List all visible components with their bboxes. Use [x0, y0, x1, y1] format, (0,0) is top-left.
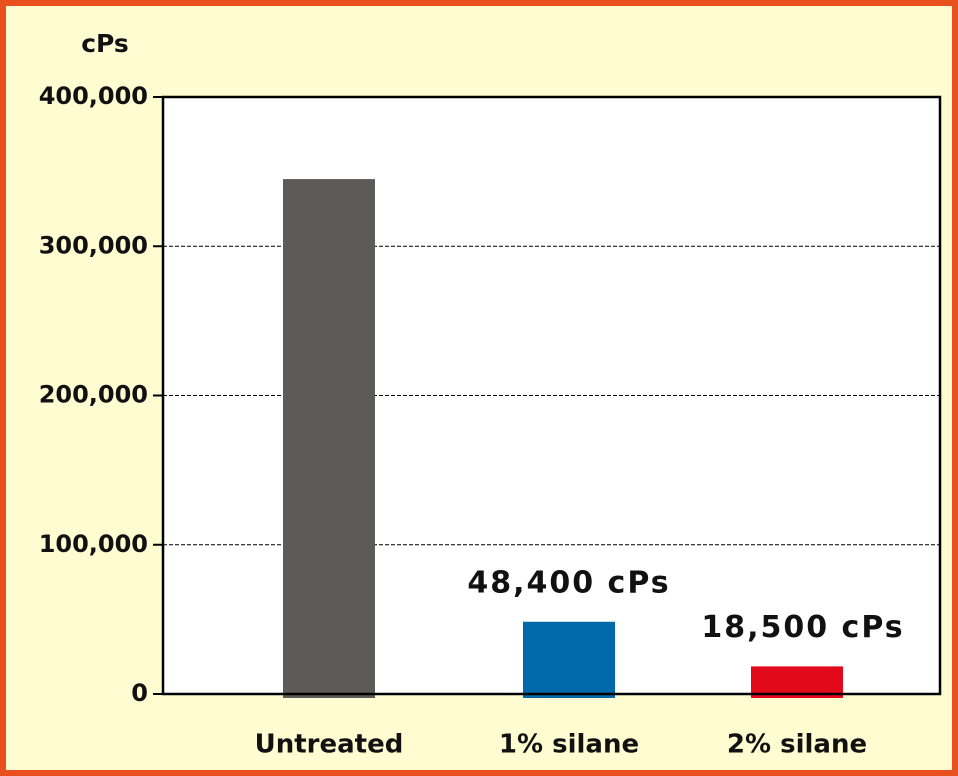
y-tick-label: 300,000 [39, 231, 148, 259]
plot-border [161, 95, 942, 696]
value-label: 48,400 cPs [467, 565, 670, 600]
y-tick-label: 100,000 [39, 530, 148, 558]
x-tick-label: 2% silane [727, 730, 867, 760]
bar [751, 666, 843, 698]
value-label: 18,500 cPs [701, 610, 904, 645]
y-tick-label: 200,000 [39, 381, 148, 409]
x-tick-label: Untreated [255, 730, 404, 760]
bar [283, 179, 375, 698]
bar [523, 621, 615, 698]
y-axis-label: cPs [81, 29, 129, 58]
y-tick-label: 400,000 [39, 82, 148, 110]
x-tick-label: 1% silane [499, 730, 639, 760]
y-tick-label: 0 [131, 679, 148, 707]
